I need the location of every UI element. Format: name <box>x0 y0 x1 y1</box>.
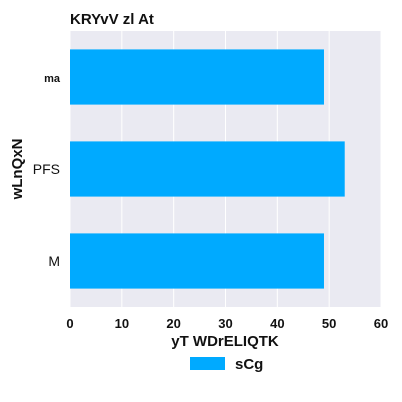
y-axis-label: wLnQxN <box>9 139 26 201</box>
legend-swatch <box>190 357 225 370</box>
x-tick-label: 30 <box>218 316 232 331</box>
bars <box>70 49 345 289</box>
legend: sCg <box>190 356 263 373</box>
x-tick-label: 50 <box>322 316 336 331</box>
bar-pfs <box>70 141 345 197</box>
y-tick-label: M <box>48 253 60 269</box>
y-tick-label: PFS <box>33 161 60 177</box>
y-tick-labels: ma PFS M <box>33 73 61 269</box>
x-tick-label: 0 <box>66 316 73 331</box>
y-tick-label: ma <box>44 73 61 85</box>
x-tick-label: 10 <box>115 316 129 331</box>
x-tick-label: 60 <box>374 316 388 331</box>
bar-m <box>70 233 324 289</box>
x-tick-labels: 0 10 20 30 40 50 60 <box>66 316 388 331</box>
x-axis-label: yT WDrELIQTK <box>171 333 279 350</box>
bar-ma <box>70 49 324 105</box>
x-tick-label: 20 <box>166 316 180 331</box>
legend-label: sCg <box>235 356 263 373</box>
x-tick-label: 40 <box>270 316 284 331</box>
chart-title: KRYvV zl At <box>70 11 154 28</box>
